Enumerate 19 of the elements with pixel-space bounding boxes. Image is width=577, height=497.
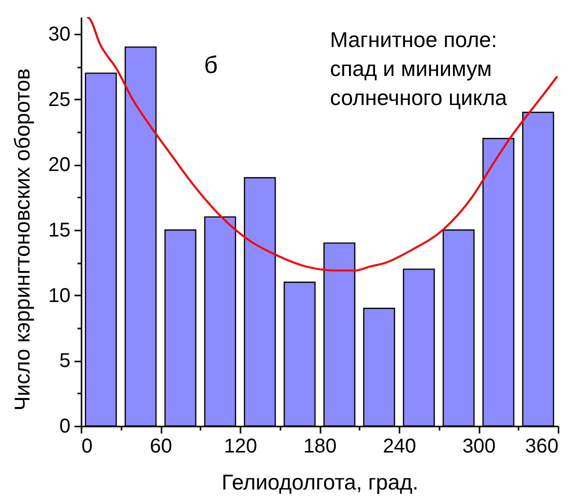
x-axis-title: Гелиодолгота, град. <box>222 470 418 494</box>
y-tick-label: 0 <box>59 416 70 438</box>
y-tick-label: 15 <box>48 219 70 242</box>
y-tick-label: 5 <box>59 350 70 372</box>
x-tick-label: 240 <box>382 436 416 458</box>
annotation: б <box>204 52 218 79</box>
y-tick-label: 10 <box>48 284 70 307</box>
x-tick-label: 0 <box>82 436 93 458</box>
x-tick-label: 60 <box>150 436 172 458</box>
y-tick-label: 25 <box>48 88 70 111</box>
line-series <box>86 17 558 272</box>
y-axis-title: Число кэррингтоновских оборотов <box>10 68 34 411</box>
annotation: Магнитное поле: спад и минимум солнечного цикла <box>330 28 507 110</box>
x-tick-label: 300 <box>462 436 496 458</box>
x-tick-label: 180 <box>303 436 337 458</box>
y-tick-label: 30 <box>48 23 70 46</box>
y-tick-label: 20 <box>48 154 70 176</box>
x-tick-label: 360 <box>525 436 558 458</box>
x-tick-label: 120 <box>224 436 258 458</box>
